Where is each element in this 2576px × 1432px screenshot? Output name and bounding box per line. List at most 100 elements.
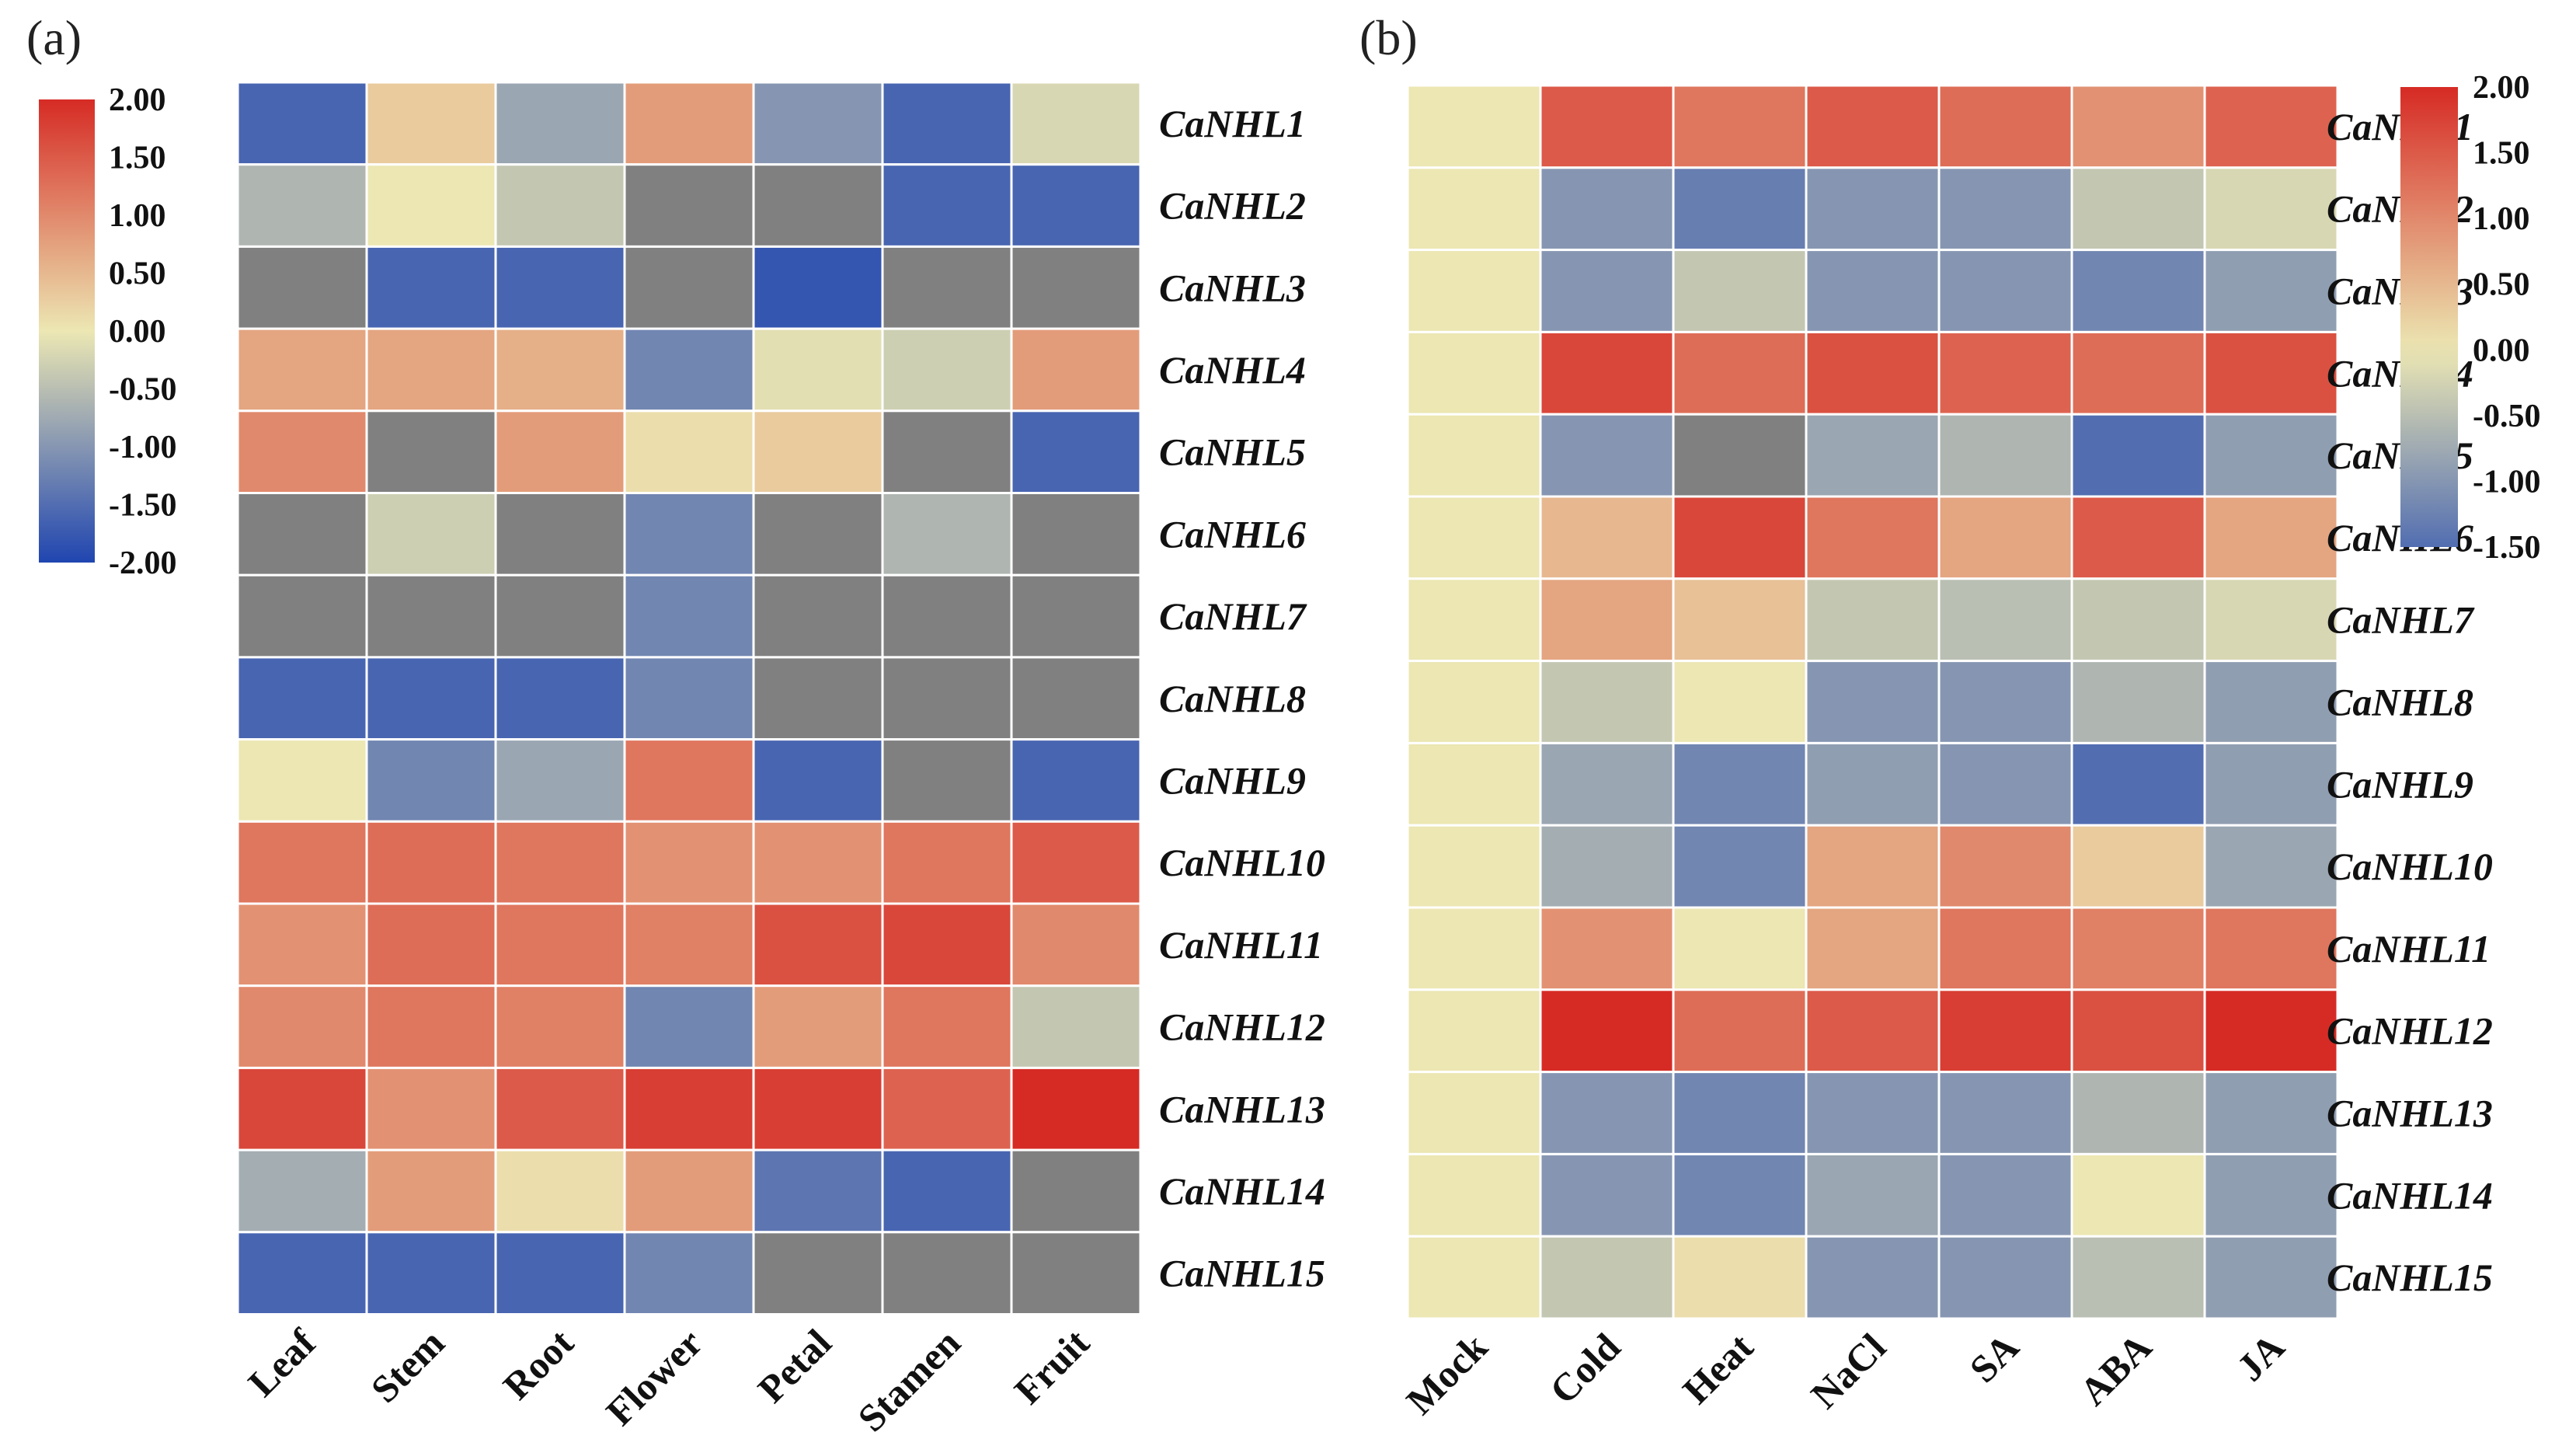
row-label: CaNHL7 xyxy=(2327,598,2475,642)
heatmap-cell xyxy=(623,738,755,823)
heatmap-cell xyxy=(2203,1071,2339,1155)
row-label: CaNHL9 xyxy=(1159,758,1306,802)
heatmap-cell xyxy=(752,409,884,494)
heatmap-cell xyxy=(1937,1152,2073,1238)
heatmap-cell xyxy=(1406,330,1542,416)
heatmap-cell xyxy=(881,738,1013,823)
heatmap-cell xyxy=(623,1148,755,1234)
heatmap-cell xyxy=(365,820,497,905)
heatmap-cell xyxy=(623,902,755,988)
heatmap-cell xyxy=(1539,660,1675,744)
panel-label-a: (a) xyxy=(26,10,82,65)
heatmap-cell xyxy=(494,81,626,166)
heatmap-cell xyxy=(1406,413,1542,498)
heatmap-cell xyxy=(1010,81,1142,166)
heatmap-cell xyxy=(1672,330,1808,416)
colorbar-tick-label: -2.00 xyxy=(109,545,177,581)
heatmap-cell xyxy=(1406,741,1542,827)
heatmap-cell xyxy=(1805,824,1941,909)
heatmap-cell xyxy=(1010,573,1142,659)
heatmap-cell xyxy=(881,245,1013,330)
heatmap-cell xyxy=(752,984,884,1069)
heatmap-cell xyxy=(1010,163,1142,248)
heatmap-cell xyxy=(1010,820,1142,905)
heatmap-cell xyxy=(2070,577,2206,663)
heatmap-cell xyxy=(881,492,1013,577)
heatmap-cell xyxy=(1937,741,2073,827)
heatmap-cell xyxy=(2070,1152,2206,1238)
row-label: CaNHL14 xyxy=(2327,1173,2493,1217)
heatmap-cell xyxy=(494,573,626,659)
heatmap-cell xyxy=(1937,330,2073,416)
colorbar-tick-label: 0.00 xyxy=(2473,333,2530,368)
heatmap-cell xyxy=(236,1148,368,1234)
heatmap-cell xyxy=(2070,824,2206,909)
heatmap-cell xyxy=(1672,824,1808,909)
heatmap-cell xyxy=(494,492,626,577)
heatmap-cell xyxy=(1805,249,1941,333)
heatmap-cell xyxy=(623,409,755,494)
colorbar-a: 2.00 1.50 1.00 0.50 0.00 -0.50 -1.00 -1.50 -2.00 xyxy=(39,82,177,581)
heatmap-cell xyxy=(1010,1066,1142,1152)
heatmap-cell xyxy=(2203,495,2339,580)
heatmap-cell xyxy=(236,409,368,494)
row-label: CaNHL3 xyxy=(1159,266,1306,309)
heatmap-cell xyxy=(236,81,368,166)
heatmap-cell xyxy=(2203,1235,2339,1320)
heatmap-cell xyxy=(365,738,497,823)
column-label: Fruit xyxy=(1006,1320,1098,1412)
heatmap-cell xyxy=(1010,1148,1142,1234)
heatmap-cell xyxy=(1010,492,1142,577)
heatmap-cell xyxy=(623,1231,755,1316)
row-label: CaNHL2 xyxy=(1159,184,1306,228)
heatmap-cell xyxy=(365,409,497,494)
heatmap-cell xyxy=(1937,166,2073,252)
column-label: SA xyxy=(1961,1325,2027,1391)
heatmap-cell xyxy=(2070,660,2206,744)
heatmap-cell xyxy=(2070,1235,2206,1320)
heatmap-cell xyxy=(752,656,884,741)
heatmap-cell xyxy=(2070,495,2206,580)
column-label: Flower xyxy=(597,1321,711,1432)
colorbar-tick-label: -0.50 xyxy=(2473,399,2541,434)
heatmap-panel-a: CaNHL1 CaNHL2 CaNHL3 CaNHL4 CaNHL5 CaNHL6 CaNH… xyxy=(39,81,1325,1432)
heatmap-cell xyxy=(236,163,368,248)
heatmap-cell xyxy=(1010,327,1142,413)
heatmap-cell xyxy=(1539,577,1675,663)
heatmap-cell xyxy=(1672,741,1808,827)
heatmap-cell xyxy=(1539,166,1675,252)
heatmap-cell xyxy=(236,820,368,905)
heatmap-cell xyxy=(494,1148,626,1234)
heatmap-cell xyxy=(623,656,755,741)
heatmap-cell xyxy=(2203,824,2339,909)
row-label: CaNHL8 xyxy=(1159,677,1306,720)
colorbar-tick-label: 1.50 xyxy=(109,141,166,176)
heatmap-cell xyxy=(1937,906,2073,991)
heatmap-panel-b: CaNHL1CaNHL2CaNHL3CaNHL4CaNHL5CaNHL6CaNH… xyxy=(1398,70,2540,1423)
heatmap-cell xyxy=(881,327,1013,413)
heatmap-cell xyxy=(623,163,755,248)
heatmap-cell xyxy=(881,1148,1013,1234)
heatmap-cell xyxy=(752,327,884,413)
column-label: Root xyxy=(495,1320,583,1408)
colorbar-gradient xyxy=(39,99,95,563)
heatmap-cell xyxy=(1672,413,1808,498)
heatmap-cell xyxy=(2203,330,2339,416)
heatmap-cell xyxy=(1937,1235,2073,1320)
heatmap-cell xyxy=(1937,495,2073,580)
heatmap-b-cells xyxy=(1406,84,2339,1320)
heatmap-cell xyxy=(494,1231,626,1316)
heatmap-cell xyxy=(1406,906,1542,991)
column-label: ABA xyxy=(2071,1325,2160,1413)
column-label: NaCl xyxy=(1802,1325,1894,1416)
heatmap-cell xyxy=(365,1231,497,1316)
heatmap-cell xyxy=(1805,1152,1941,1238)
colorbar-tick-label: 0.50 xyxy=(2473,267,2530,303)
heatmap-cell xyxy=(1539,1071,1675,1155)
heatmap-cell xyxy=(1672,166,1808,252)
heatmap-cell xyxy=(1406,988,1542,1074)
heatmap-cell xyxy=(1937,1071,2073,1155)
heatmap-cell xyxy=(1539,988,1675,1074)
row-label: CaNHL12 xyxy=(2327,1009,2493,1053)
